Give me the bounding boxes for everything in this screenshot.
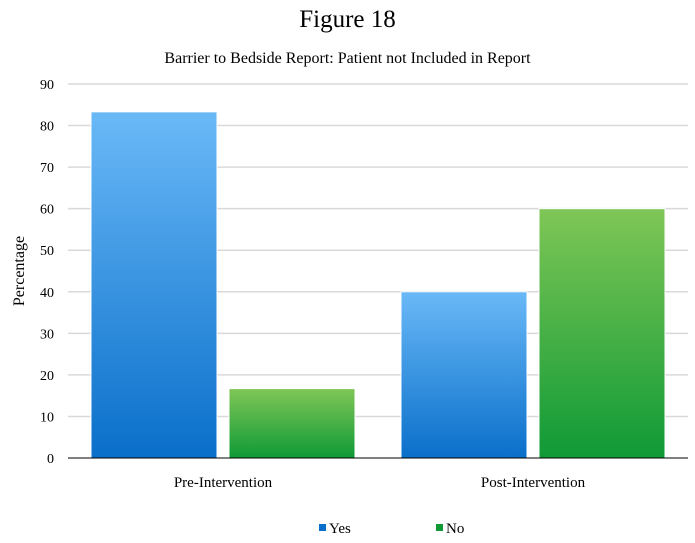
x-tick-label: Post-Intervention <box>481 475 586 491</box>
bar-yes-1 <box>400 291 528 459</box>
legend-label-no: No <box>446 521 464 537</box>
y-axis-title: Percentage <box>11 236 28 306</box>
y-tick-label: 60 <box>40 203 54 218</box>
x-tick-label: Pre-Intervention <box>174 475 273 491</box>
legend-label-yes: Yes <box>329 521 351 537</box>
legend-swatch-yes <box>319 524 326 531</box>
y-tick-label: 0 <box>47 452 54 467</box>
y-tick-label: 80 <box>40 120 54 135</box>
y-tick-label: 90 <box>40 78 54 93</box>
y-tick-label: 70 <box>40 161 54 176</box>
y-tick-label: 30 <box>40 327 54 342</box>
figure-title: Figure 18 <box>299 6 396 33</box>
y-tick-label: 40 <box>40 286 54 301</box>
y-tick-label: 10 <box>40 410 54 425</box>
bar-yes-0 <box>90 111 218 459</box>
chart-title: Barrier to Bedside Report: Patient not I… <box>164 50 531 67</box>
y-tick-label: 50 <box>40 244 54 259</box>
bar-no-0 <box>228 388 356 459</box>
legend-swatch-no <box>436 524 443 531</box>
bar-no-1 <box>538 208 666 459</box>
y-tick-label: 20 <box>40 369 54 384</box>
